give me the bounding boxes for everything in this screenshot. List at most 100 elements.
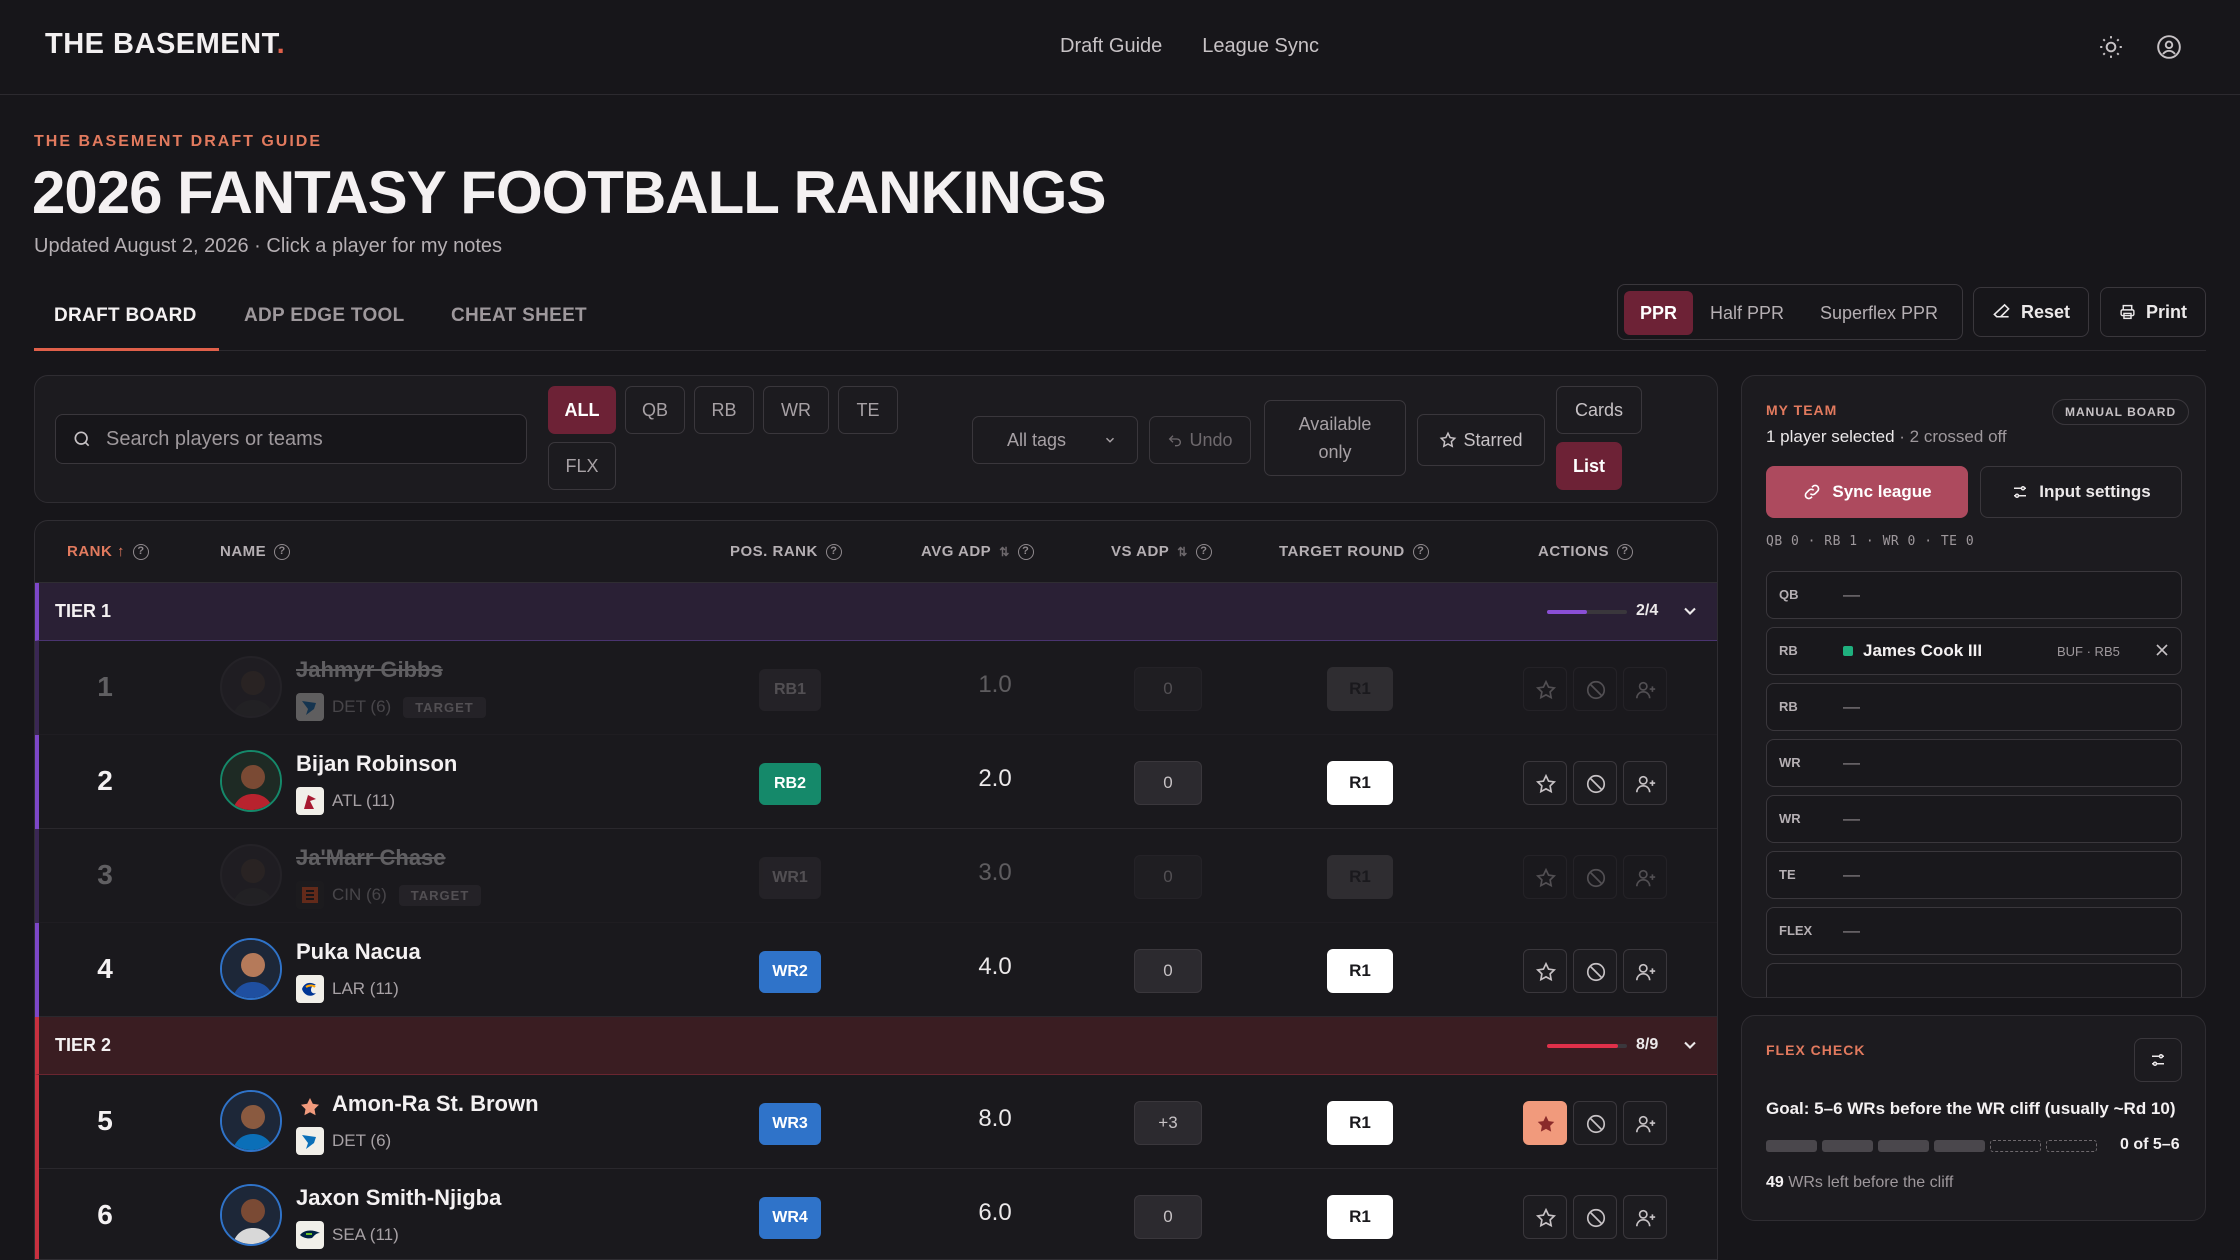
column-header-vs-adp[interactable]: VS ADP ⇅? — [1111, 543, 1212, 560]
target-round-button[interactable]: R1 — [1327, 667, 1393, 711]
cross-off-button[interactable] — [1573, 761, 1617, 805]
flex-check-settings-button[interactable] — [2134, 1038, 2182, 1082]
tags-dropdown[interactable]: All tags — [972, 416, 1138, 464]
column-header-name[interactable]: NAME? — [220, 543, 291, 560]
roster-slot-next[interactable] — [1766, 963, 2182, 997]
table-row[interactable]: 5 Amon-Ra St. Brown DET (6) WR3 8.0 +3 R… — [35, 1075, 1717, 1169]
column-header-rank[interactable]: RANK ↑? — [67, 543, 149, 560]
add-to-team-button[interactable] — [1623, 1101, 1667, 1145]
add-to-team-button[interactable] — [1623, 949, 1667, 993]
roster-slot-wr[interactable]: WR — — [1766, 739, 2182, 787]
star-button[interactable] — [1523, 667, 1567, 711]
player-team-label: CIN (6) — [332, 885, 387, 904]
target-round-button[interactable]: R1 — [1327, 1101, 1393, 1145]
cross-off-button[interactable] — [1573, 949, 1617, 993]
roster-slot-wr[interactable]: WR — — [1766, 795, 2182, 843]
position-filter-rb[interactable]: RB — [694, 386, 754, 434]
table-row[interactable]: 1 Jahmyr Gibbs DET (6) TARGET RB1 1.0 0 R… — [35, 641, 1717, 735]
roster-slot-rb[interactable]: RB James Cook III BUF · RB5 — [1766, 627, 2182, 675]
roster-slot-flex[interactable]: FLEX — — [1766, 907, 2182, 955]
position-filter-flx[interactable]: FLX — [548, 442, 616, 490]
tier-header[interactable]: TIER 1 2/4 — [35, 583, 1717, 641]
nav-link-draft-guide[interactable]: Draft Guide — [1060, 35, 1163, 57]
help-icon[interactable]: ? — [1412, 543, 1429, 560]
close-icon[interactable] — [2152, 640, 2172, 660]
roster-slot-te[interactable]: TE — — [1766, 851, 2182, 899]
input-settings-button[interactable]: Input settings — [1980, 466, 2182, 518]
add-to-team-button[interactable] — [1623, 667, 1667, 711]
user-circle-icon[interactable] — [2156, 34, 2182, 60]
player-name[interactable]: Bijan Robinson — [296, 751, 458, 776]
star-button[interactable] — [1523, 855, 1567, 899]
player-name[interactable]: Jaxon Smith-Njigba — [296, 1185, 502, 1210]
tier-label: TIER 1 — [55, 601, 112, 621]
help-icon[interactable]: ? — [1617, 543, 1633, 560]
nav-link-league-sync[interactable]: League Sync — [1202, 35, 1320, 57]
undo-button[interactable]: Undo — [1149, 416, 1251, 464]
cross-off-button[interactable] — [1573, 1195, 1617, 1239]
cross-off-button[interactable] — [1573, 855, 1617, 899]
player-name[interactable]: Puka Nacua — [296, 939, 421, 964]
position-filter-wr[interactable]: WR — [763, 386, 829, 434]
user-plus-icon — [1636, 681, 1656, 699]
view-cards-button[interactable]: Cards — [1556, 386, 1642, 434]
sync-league-button[interactable]: Sync league — [1766, 466, 1968, 518]
search-input[interactable] — [106, 415, 506, 463]
target-round-button[interactable]: R1 — [1327, 761, 1393, 805]
chevron-down-icon[interactable] — [1680, 601, 1700, 621]
player-name[interactable]: Ja'Marr Chase — [296, 845, 446, 870]
logo[interactable]: THE BASEMENT. — [45, 28, 286, 60]
target-round-button[interactable]: R1 — [1327, 949, 1393, 993]
column-header-pos-rank[interactable]: POS. RANK? — [730, 543, 842, 560]
scoring-ppr[interactable]: PPR — [1624, 291, 1694, 335]
player-name[interactable]: Jahmyr Gibbs — [296, 657, 443, 682]
print-button[interactable]: Print — [2100, 287, 2206, 337]
scoring-superflex-ppr[interactable]: Superflex PPR — [1820, 303, 1939, 323]
help-icon[interactable]: ? — [274, 543, 291, 560]
player-team: SEA (11) — [296, 1221, 399, 1249]
tab-adp-edge-tool[interactable]: ADP EDGE TOOL — [244, 305, 405, 326]
roster-slot-qb[interactable]: QB — — [1766, 571, 2182, 619]
table-row[interactable]: 4 Puka Nacua LAR (11) WR2 4.0 0 R1 — [35, 923, 1717, 1017]
chevron-down-icon[interactable] — [1680, 1035, 1700, 1055]
position-filter-all[interactable]: ALL — [548, 386, 616, 434]
cross-off-button[interactable] — [1573, 667, 1617, 711]
cross-off-button[interactable] — [1573, 1101, 1617, 1145]
help-icon[interactable]: ? — [133, 543, 149, 560]
table-row[interactable]: 6 Jaxon Smith-Njigba SEA (11) WR4 6.0 0 … — [35, 1169, 1717, 1259]
roster-slot-rb[interactable]: RB — — [1766, 683, 2182, 731]
table-row[interactable]: 3 Ja'Marr Chase CIN (6) TARGET WR1 3.0 0 … — [35, 829, 1717, 923]
scoring-half-ppr[interactable]: Half PPR — [1710, 303, 1785, 323]
tier-header[interactable]: TIER 2 8/9 — [35, 1017, 1717, 1075]
slot-label: WR — [1779, 755, 1801, 770]
position-filter-qb[interactable]: QB — [625, 386, 685, 434]
add-to-team-button[interactable] — [1623, 855, 1667, 899]
star-button[interactable] — [1523, 949, 1567, 993]
reset-button[interactable]: Reset — [1973, 287, 2089, 337]
player-team-label: SEA (11) — [332, 1225, 399, 1244]
position-filter-te[interactable]: TE — [838, 386, 898, 434]
sun-icon[interactable] — [2098, 34, 2124, 60]
help-icon[interactable]: ? — [1195, 543, 1212, 560]
target-round-button[interactable]: R1 — [1327, 1195, 1393, 1239]
avg-adp-value: 2.0 — [978, 765, 1012, 792]
tab-cheat-sheet[interactable]: CHEAT SHEET — [451, 305, 587, 326]
available-only-toggle[interactable]: Available only — [1264, 400, 1406, 476]
star-button[interactable] — [1523, 761, 1567, 805]
star-button[interactable] — [1523, 1195, 1567, 1239]
column-header-target-round[interactable]: TARGET ROUND? — [1279, 543, 1429, 560]
player-name[interactable]: Amon-Ra St. Brown — [332, 1091, 539, 1116]
tab-draft-board[interactable]: DRAFT BOARD — [54, 305, 197, 326]
help-icon[interactable]: ? — [1017, 543, 1034, 560]
target-round-button[interactable]: R1 — [1327, 855, 1393, 899]
table-row[interactable]: 2 Bijan Robinson ATL (11) RB2 2.0 0 R1 — [35, 735, 1717, 829]
starred-filter[interactable]: Starred — [1417, 414, 1545, 466]
tier-stripe — [35, 829, 39, 923]
player-team-label: LAR (11) — [332, 979, 399, 998]
add-to-team-button[interactable] — [1623, 761, 1667, 805]
column-header-avg-adp[interactable]: AVG ADP ⇅? — [921, 543, 1034, 560]
help-icon[interactable]: ? — [825, 543, 842, 560]
view-list-button[interactable]: List — [1556, 442, 1622, 490]
star-button[interactable] — [1523, 1101, 1567, 1145]
add-to-team-button[interactable] — [1623, 1195, 1667, 1239]
